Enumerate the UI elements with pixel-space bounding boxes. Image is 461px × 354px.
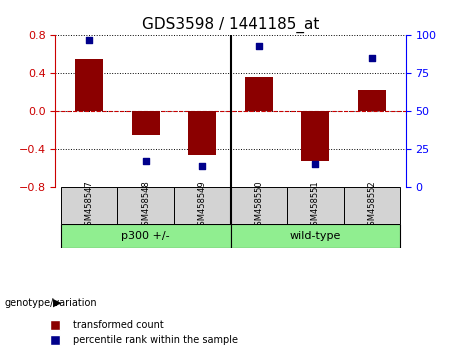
- FancyBboxPatch shape: [118, 187, 174, 223]
- Text: ▶: ▶: [53, 298, 61, 308]
- FancyBboxPatch shape: [230, 187, 287, 223]
- Bar: [301, 111, 330, 161]
- FancyBboxPatch shape: [343, 187, 400, 223]
- Point: [312, 161, 319, 167]
- Text: GSM458547: GSM458547: [85, 180, 94, 231]
- Text: GSM458549: GSM458549: [198, 180, 207, 231]
- Point: [368, 55, 375, 61]
- FancyBboxPatch shape: [174, 187, 230, 223]
- Bar: [245, 77, 273, 111]
- Text: GSM458552: GSM458552: [367, 180, 376, 231]
- Point: [142, 159, 149, 164]
- FancyBboxPatch shape: [287, 187, 343, 223]
- Text: genotype/variation: genotype/variation: [5, 298, 97, 308]
- Text: wild-type: wild-type: [290, 231, 341, 241]
- Text: GSM458548: GSM458548: [141, 180, 150, 231]
- Bar: [75, 59, 103, 111]
- FancyBboxPatch shape: [230, 223, 400, 248]
- Bar: [188, 111, 216, 155]
- Point: [199, 163, 206, 169]
- Title: GDS3598 / 1441185_at: GDS3598 / 1441185_at: [142, 16, 319, 33]
- Bar: [358, 90, 386, 111]
- Legend: transformed count, percentile rank within the sample: transformed count, percentile rank withi…: [42, 316, 242, 349]
- Text: p300 +/-: p300 +/-: [121, 231, 170, 241]
- Point: [86, 37, 93, 43]
- FancyBboxPatch shape: [61, 223, 230, 248]
- Text: GSM458550: GSM458550: [254, 180, 263, 231]
- FancyBboxPatch shape: [61, 187, 118, 223]
- Point: [255, 43, 262, 49]
- Text: GSM458551: GSM458551: [311, 180, 320, 231]
- Bar: [131, 111, 160, 135]
